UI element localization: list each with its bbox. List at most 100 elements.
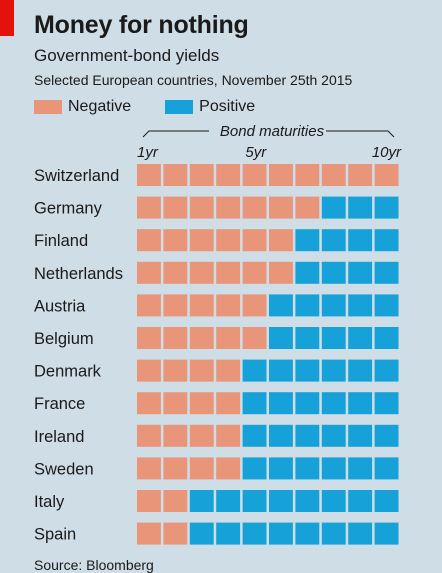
- cell-positive: [321, 392, 346, 415]
- cell-negative: [216, 424, 241, 447]
- cell-negative: [216, 164, 241, 186]
- cell-negative: [137, 359, 161, 382]
- cell-negative: [137, 490, 161, 512]
- cell-positive: [295, 327, 320, 349]
- cell-negative: [189, 392, 214, 415]
- cell-negative: [137, 261, 161, 284]
- cell-positive: [242, 457, 267, 480]
- cell-negative: [137, 294, 161, 317]
- cell-positive: [374, 327, 399, 349]
- chart-subtitle: Government-bond yields: [34, 46, 220, 65]
- cell-positive: [216, 522, 241, 545]
- cell-negative: [137, 424, 161, 447]
- legend-swatch-positive: [165, 100, 194, 114]
- cell-positive: [348, 229, 373, 252]
- cell-positive: [189, 522, 214, 545]
- cell-negative: [189, 359, 214, 382]
- cell-negative: [163, 392, 188, 415]
- row-label: Germany: [34, 200, 103, 218]
- cell-negative: [163, 424, 188, 447]
- cell-positive: [321, 294, 346, 317]
- cell-negative: [137, 457, 161, 480]
- cell-negative: [189, 457, 214, 480]
- cell-positive: [269, 522, 293, 545]
- cell-negative: [216, 294, 241, 317]
- cell-negative: [189, 229, 214, 252]
- row-label: Belgium: [34, 330, 94, 348]
- cell-positive: [242, 359, 267, 382]
- row-label: Denmark: [34, 363, 102, 381]
- row-label: Italy: [34, 493, 65, 511]
- cell-negative: [163, 490, 188, 512]
- cell-negative: [295, 196, 320, 219]
- cell-negative: [242, 327, 267, 349]
- cell-positive: [242, 490, 267, 512]
- cell-positive: [295, 392, 320, 415]
- cell-positive: [348, 457, 373, 480]
- cell-positive: [269, 457, 293, 480]
- cell-positive: [295, 294, 320, 317]
- cell-positive: [348, 359, 373, 382]
- row-label: Switzerland: [34, 167, 119, 185]
- cell-positive: [321, 522, 346, 545]
- cell-positive: [242, 522, 267, 545]
- row-label: Spain: [34, 526, 76, 544]
- cell-negative: [216, 392, 241, 415]
- cell-negative: [189, 196, 214, 219]
- cell-negative: [163, 261, 188, 284]
- cell-negative: [163, 294, 188, 317]
- cell-negative: [137, 196, 161, 219]
- cell-positive: [269, 294, 293, 317]
- x-tick-label: 1yr: [137, 144, 159, 161]
- chart-description: Selected European countries, November 25…: [34, 72, 353, 88]
- cell-positive: [321, 424, 346, 447]
- cell-negative: [269, 261, 293, 284]
- cell-negative: [137, 164, 161, 186]
- cell-negative: [137, 392, 161, 415]
- cell-positive: [242, 392, 267, 415]
- cell-negative: [348, 164, 373, 186]
- cell-positive: [348, 522, 373, 545]
- cell-negative: [163, 164, 188, 186]
- cell-positive: [374, 424, 399, 447]
- row-label: Ireland: [34, 428, 84, 446]
- cell-negative: [163, 359, 188, 382]
- cell-positive: [269, 490, 293, 512]
- cell-negative: [189, 164, 214, 186]
- cell-negative: [163, 522, 188, 545]
- cell-negative: [216, 261, 241, 284]
- legend-label-negative: Negative: [68, 98, 132, 115]
- x-tick-label: 10yr: [372, 144, 402, 161]
- cell-negative: [163, 327, 188, 349]
- cell-negative: [163, 457, 188, 480]
- brand-tag: [0, 0, 14, 36]
- cell-positive: [189, 490, 214, 512]
- cell-negative: [137, 522, 161, 545]
- cell-positive: [295, 424, 320, 447]
- legend: Negative Positive: [34, 98, 289, 116]
- cell-negative: [163, 229, 188, 252]
- cell-positive: [321, 327, 346, 349]
- cell-positive: [374, 490, 399, 512]
- cell-negative: [374, 164, 399, 186]
- row-label: Finland: [34, 232, 88, 250]
- cell-negative: [242, 164, 267, 186]
- cell-positive: [269, 392, 293, 415]
- legend-swatch-negative: [34, 100, 62, 114]
- cell-negative: [242, 229, 267, 252]
- cell-negative: [216, 327, 241, 349]
- cell-negative: [242, 261, 267, 284]
- cell-negative: [269, 229, 293, 252]
- legend-label-positive: Positive: [199, 98, 256, 115]
- cell-positive: [321, 261, 346, 284]
- cell-negative: [189, 424, 214, 447]
- cell-negative: [242, 196, 267, 219]
- cell-negative: [269, 164, 293, 186]
- cell-positive: [321, 196, 346, 219]
- row-label: Netherlands: [34, 265, 123, 283]
- x-axis-bracket-right: [326, 130, 395, 138]
- cell-negative: [216, 457, 241, 480]
- cell-positive: [295, 490, 320, 512]
- cell-positive: [295, 522, 320, 545]
- cell-negative: [163, 196, 188, 219]
